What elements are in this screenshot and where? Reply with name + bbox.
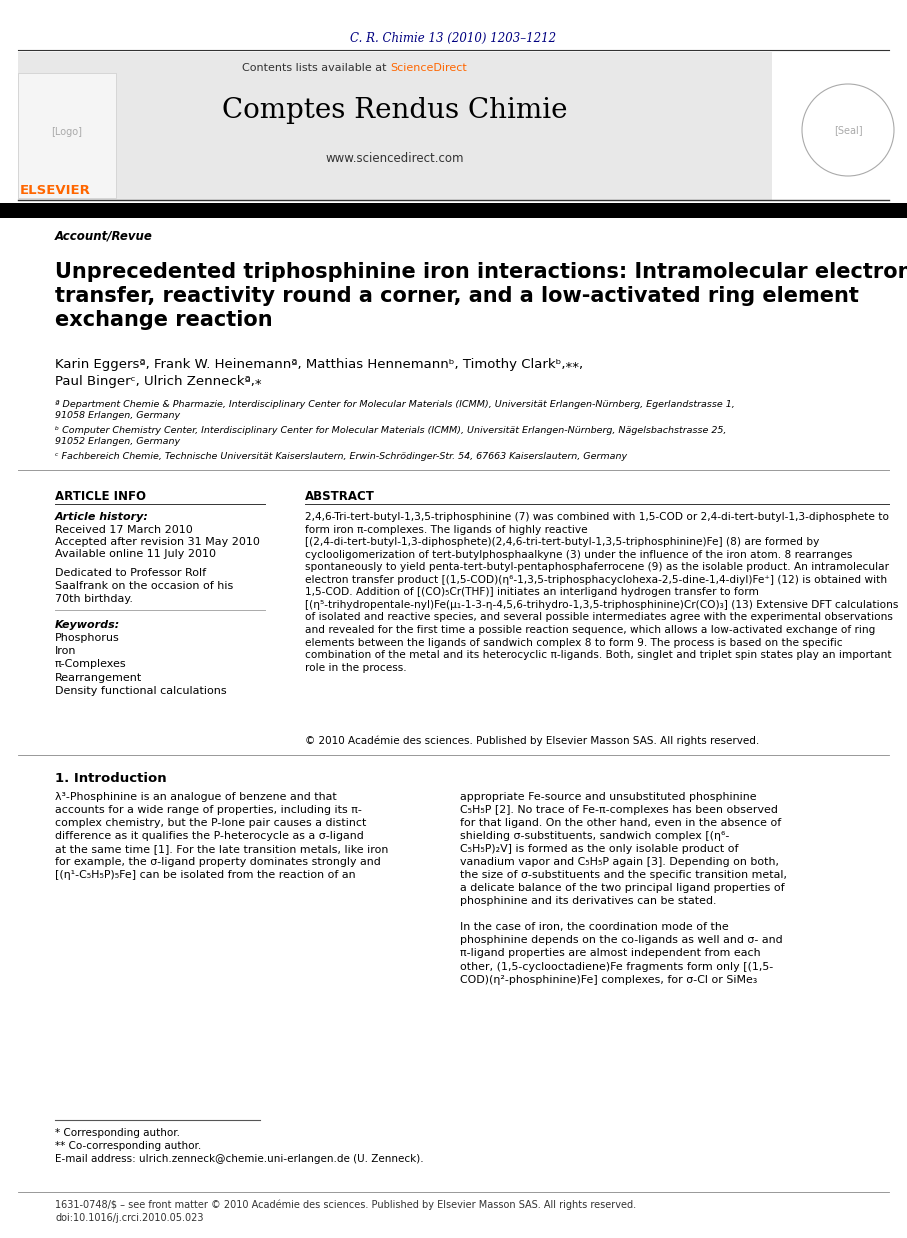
Text: Keywords:: Keywords: [55, 620, 121, 630]
Text: ** Co-corresponding author.: ** Co-corresponding author. [55, 1141, 201, 1151]
Text: λ³-Phosphinine is an analogue of benzene and that
accounts for a wide range of p: λ³-Phosphinine is an analogue of benzene… [55, 792, 388, 880]
Text: Comptes Rendus Chimie: Comptes Rendus Chimie [222, 97, 568, 124]
Text: www.sciencedirect.com: www.sciencedirect.com [326, 151, 464, 165]
Text: [Seal]: [Seal] [834, 125, 863, 135]
Bar [18, 52, 772, 201]
Text: E-mail address: ulrich.zenneck@chemie.uni-erlangen.de (U. Zenneck).: E-mail address: ulrich.zenneck@chemie.un… [55, 1154, 424, 1164]
Text: [Logo]: [Logo] [52, 128, 83, 137]
Text: 1631-0748/$ – see front matter © 2010 Académie des sciences. Published by Elsevi: 1631-0748/$ – see front matter © 2010 Ac… [55, 1200, 636, 1211]
Text: 1. Introduction: 1. Introduction [55, 773, 167, 785]
Text: Article history:: Article history: [55, 513, 149, 522]
Text: Received 17 March 2010: Received 17 March 2010 [55, 525, 193, 535]
Text: ABSTRACT: ABSTRACT [305, 490, 375, 503]
Text: ᶜ Fachbereich Chemie, Technische Universität Kaiserslautern, Erwin-Schrödinger-S: ᶜ Fachbereich Chemie, Technische Univers… [55, 452, 627, 461]
Text: * Corresponding author.: * Corresponding author. [55, 1128, 180, 1138]
Text: ª Department Chemie & Pharmazie, Interdisciplinary Center for Molecular Material: ª Department Chemie & Pharmazie, Interdi… [55, 400, 735, 420]
Text: ScienceDirect: ScienceDirect [390, 63, 467, 73]
Text: ᵇ Computer Chemistry Center, Interdisciplinary Center for Molecular Materials (I: ᵇ Computer Chemistry Center, Interdiscip… [55, 426, 727, 446]
Text: ARTICLE INFO: ARTICLE INFO [55, 490, 146, 503]
Text: Accepted after revision 31 May 2010: Accepted after revision 31 May 2010 [55, 537, 260, 547]
Text: Karin Eggersª, Frank W. Heinemannª, Matthias Hennemannᵇ, Timothy Clarkᵇ,⁎⁎,
Paul: Karin Eggersª, Frank W. Heinemannª, Matt… [55, 358, 583, 387]
Text: Account/Revue: Account/Revue [55, 229, 153, 243]
Text: Contents lists available at: Contents lists available at [242, 63, 390, 73]
Text: © 2010 Académie des sciences. Published by Elsevier Masson SAS. All rights reser: © 2010 Académie des sciences. Published … [305, 735, 759, 745]
Text: doi:10.1016/j.crci.2010.05.023: doi:10.1016/j.crci.2010.05.023 [55, 1213, 203, 1223]
Text: Phosphorus
Iron
π-Complexes
Rearrangement
Density functional calculations: Phosphorus Iron π-Complexes Rearrangemen… [55, 633, 227, 696]
Text: 2,4,6-Tri-tert-butyl-1,3,5-triphosphinine (7) was combined with 1,5-COD or 2,4-d: 2,4,6-Tri-tert-butyl-1,3,5-triphosphinin… [305, 513, 898, 672]
Text: ELSEVIER: ELSEVIER [20, 183, 91, 197]
Bar [0, 203, 907, 218]
Text: Dedicated to Professor Rolf
Saalfrank on the occasion of his
70th birthday.: Dedicated to Professor Rolf Saalfrank on… [55, 568, 233, 604]
Text: C. R. Chimie 13 (2010) 1203–1212: C. R. Chimie 13 (2010) 1203–1212 [350, 31, 556, 45]
Text: appropriate Fe-source and unsubstituted phosphinine
C₅H₅P [2]. No trace of Fe-π-: appropriate Fe-source and unsubstituted … [460, 792, 787, 984]
Bar [18, 73, 116, 198]
Text: Available online 11 July 2010: Available online 11 July 2010 [55, 548, 216, 560]
Text: Unprecedented triphosphinine iron interactions: Intramolecular electron
transfer: Unprecedented triphosphinine iron intera… [55, 262, 907, 331]
